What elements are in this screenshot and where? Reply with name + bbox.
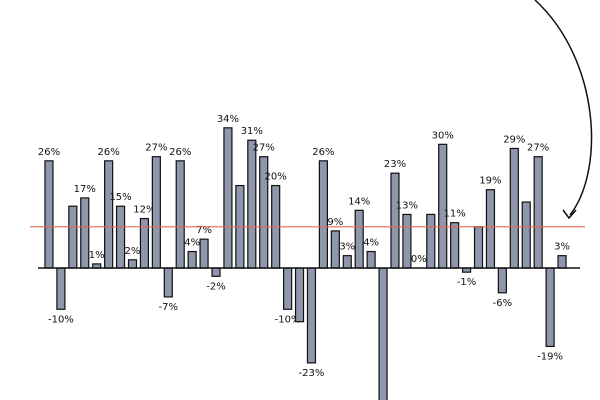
value-label: 4%	[184, 238, 200, 249]
arrow-head	[562, 209, 577, 220]
bar	[390, 172, 400, 269]
bar	[199, 238, 209, 269]
bar	[294, 267, 305, 323]
value-label: 11%	[444, 209, 466, 220]
value-label: 13%	[396, 200, 418, 211]
bar	[330, 230, 340, 269]
value-label: 23%	[384, 159, 406, 170]
bar	[485, 189, 496, 269]
value-label: 0%	[411, 254, 427, 265]
value-label: 1%	[89, 250, 105, 261]
bar	[283, 267, 293, 310]
value-label: -10%	[48, 314, 74, 325]
value-label: 4%	[363, 238, 379, 249]
bar	[378, 267, 388, 400]
value-label: -19%	[537, 351, 563, 362]
bar	[56, 267, 66, 310]
bar	[104, 160, 114, 269]
value-label: 27%	[253, 143, 275, 154]
value-label: 26%	[38, 147, 60, 158]
bar	[438, 143, 448, 269]
value-label: 30%	[432, 130, 454, 141]
value-label: 19%	[479, 176, 501, 187]
value-label: -10%	[275, 314, 301, 325]
bar	[473, 226, 484, 269]
value-label: 26%	[98, 147, 120, 158]
bar	[211, 267, 221, 277]
value-label: 20%	[265, 172, 287, 183]
bar	[426, 213, 436, 269]
annotation-arrow	[534, 0, 593, 216]
value-label: 31%	[241, 126, 263, 137]
bar	[545, 267, 555, 347]
bar	[115, 205, 126, 269]
bar	[127, 259, 138, 269]
bar	[175, 160, 185, 269]
value-label: 2%	[125, 246, 141, 257]
bar	[247, 139, 257, 269]
value-label: 3%	[339, 242, 355, 253]
value-label: -1%	[457, 277, 476, 288]
value-label: 26%	[312, 147, 334, 158]
value-label: -23%	[299, 368, 325, 379]
bar	[44, 160, 54, 269]
value-label: 12%	[133, 205, 155, 216]
value-label: 14%	[348, 196, 370, 207]
value-label: 3%	[554, 242, 570, 253]
bar	[450, 222, 460, 269]
bar	[342, 255, 352, 269]
bar	[497, 267, 507, 294]
value-label: 9%	[327, 217, 343, 228]
value-label: 15%	[109, 192, 131, 203]
bar	[306, 267, 317, 364]
value-label: 17%	[74, 184, 96, 195]
value-label: 7%	[196, 225, 212, 236]
bar	[151, 156, 161, 269]
value-label: 27%	[527, 143, 549, 154]
bar	[139, 217, 150, 269]
bar	[402, 213, 412, 269]
value-label: -6%	[493, 298, 512, 309]
bar	[68, 205, 78, 269]
bar	[557, 255, 567, 269]
value-label: 27%	[145, 143, 167, 154]
value-label: 34%	[217, 114, 239, 125]
bar	[223, 127, 233, 269]
value-label: -2%	[206, 281, 225, 292]
bar	[521, 201, 531, 269]
bar	[366, 250, 376, 269]
value-label: 29%	[503, 134, 525, 145]
bar	[163, 267, 173, 298]
bar	[318, 160, 328, 269]
value-label: 26%	[169, 147, 191, 158]
bar	[354, 209, 364, 269]
value-label: -7%	[159, 302, 178, 313]
bar	[80, 197, 90, 269]
bar	[533, 156, 543, 269]
bar	[187, 250, 197, 269]
bar	[509, 147, 519, 269]
